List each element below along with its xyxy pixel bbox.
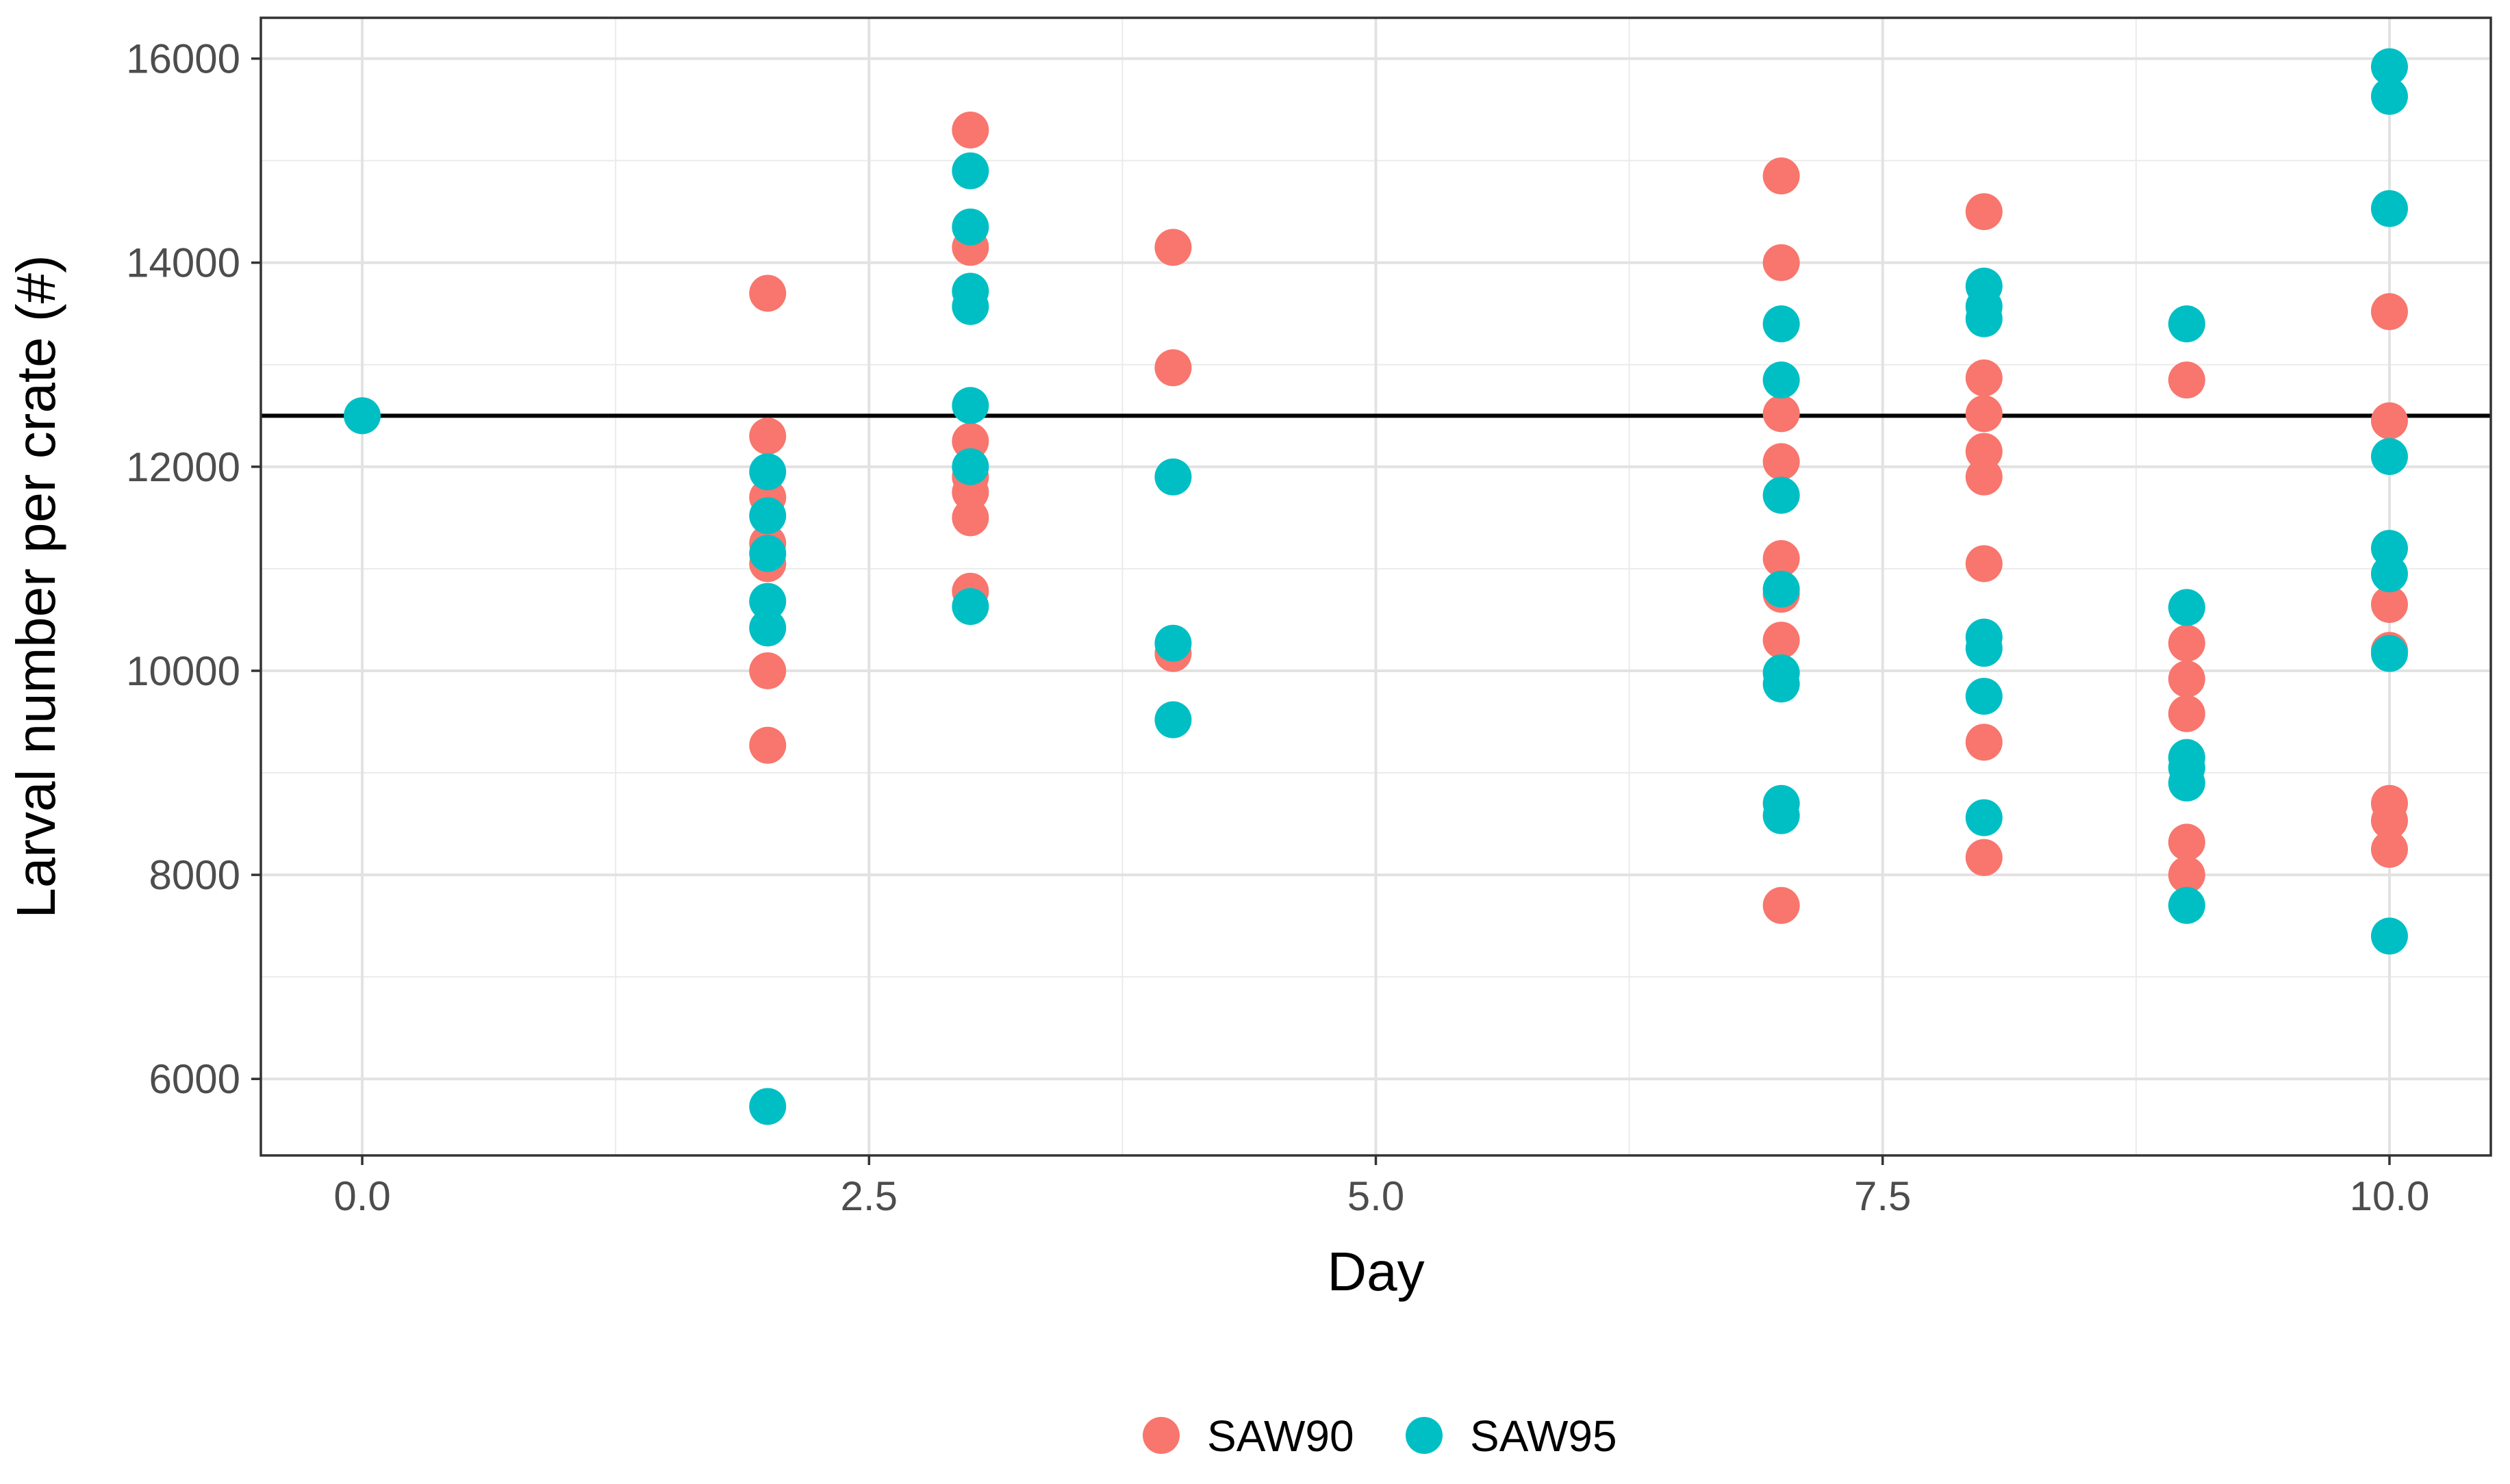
data-point-saw95	[2370, 635, 2408, 672]
data-point-saw90	[2168, 823, 2205, 861]
data-point-saw90	[2168, 624, 2205, 662]
data-point-saw90	[1965, 458, 2003, 496]
data-point-saw90	[952, 422, 989, 460]
legend: SAW90 SAW95	[1143, 1411, 1617, 1461]
data-point-saw90	[749, 418, 787, 455]
data-point-saw95	[1965, 678, 2003, 715]
data-point-saw90	[952, 499, 989, 537]
x-axis: 0.0 2.5 5.0 7.5 10.0	[333, 1155, 2429, 1219]
y-tick-label: 6000	[149, 1056, 240, 1102]
data-point-saw95	[2370, 190, 2408, 227]
data-point-saw90	[952, 111, 989, 149]
data-point-saw90	[952, 474, 989, 511]
data-point-saw95	[2168, 764, 2205, 802]
x-tick-label: 7.5	[1854, 1173, 1911, 1219]
data-point-saw90	[1965, 433, 2003, 470]
data-point-saw95	[2168, 886, 2205, 924]
y-tick-label: 16000	[126, 36, 240, 82]
data-point-saw90	[2370, 293, 2408, 331]
y-axis-title: Larval number per crate (#)	[5, 255, 66, 918]
y-tick-label: 8000	[149, 852, 240, 898]
data-point-saw90	[2370, 802, 2408, 840]
data-point-saw95	[1762, 476, 1800, 514]
legend-label-saw95: SAW95	[1470, 1411, 1617, 1461]
data-point-saw95	[1154, 701, 1192, 739]
data-point-saw90	[749, 652, 787, 689]
data-point-saw95	[952, 448, 989, 485]
data-point-saw95	[1965, 799, 2003, 836]
data-point-saw90	[1965, 545, 2003, 583]
data-point-saw90	[2168, 856, 2205, 894]
y-axis: 6000 8000 10000 12000 14000 16000	[126, 36, 261, 1102]
data-point-saw90	[749, 726, 787, 764]
data-point-saw90	[2370, 586, 2408, 624]
data-point-saw95	[2370, 530, 2408, 567]
data-point-saw95	[1154, 458, 1192, 496]
data-point-saw90	[749, 274, 787, 312]
data-point-saw90	[1762, 622, 1800, 659]
data-point-saw90	[1965, 724, 2003, 761]
data-point-saw90	[1762, 540, 1800, 578]
data-point-saw95	[1762, 361, 1800, 399]
data-point-saw90	[1762, 157, 1800, 195]
data-point-saw90	[1762, 886, 1800, 924]
data-point-saw95	[749, 609, 787, 647]
data-point-saw90	[1762, 443, 1800, 481]
data-point-saw90	[1762, 244, 1800, 281]
data-point-saw90	[1965, 359, 2003, 397]
data-point-saw95	[749, 583, 787, 620]
x-tick-label: 10.0	[2350, 1173, 2430, 1219]
data-point-saw95	[749, 453, 787, 491]
data-point-saw95	[749, 1088, 787, 1125]
x-tick-label: 0.0	[333, 1173, 390, 1219]
data-point-saw95	[1762, 665, 1800, 703]
data-point-saw95	[2168, 589, 2205, 626]
data-point-saw95	[344, 397, 381, 435]
data-point-saw95	[1965, 300, 2003, 337]
data-point-saw95	[1154, 624, 1192, 662]
data-point-saw95	[2370, 917, 2408, 955]
data-point-saw95	[1762, 305, 1800, 343]
data-point-saw90	[2168, 695, 2205, 732]
data-point-saw95	[2370, 437, 2408, 475]
data-point-saw95	[749, 497, 787, 535]
data-point-saw95	[952, 287, 989, 325]
x-tick-label: 5.0	[1347, 1173, 1404, 1219]
data-points	[344, 48, 2408, 1125]
data-point-saw90	[1965, 839, 2003, 876]
legend-key-saw95	[1406, 1417, 1443, 1454]
data-point-saw95	[2370, 77, 2408, 115]
data-point-saw90	[1965, 193, 2003, 231]
y-tick-label: 12000	[126, 444, 240, 490]
data-point-saw95	[952, 152, 989, 190]
data-point-saw90	[2370, 402, 2408, 439]
y-tick-label: 10000	[126, 648, 240, 694]
data-point-saw95	[2168, 305, 2205, 343]
data-point-saw95	[1762, 570, 1800, 608]
data-point-saw90	[1965, 395, 2003, 433]
data-point-saw95	[1762, 797, 1800, 834]
data-point-saw95	[749, 535, 787, 572]
data-point-saw90	[2168, 660, 2205, 698]
data-point-saw95	[952, 588, 989, 626]
data-point-saw90	[2370, 830, 2408, 868]
x-axis-title: Day	[1327, 1241, 1424, 1302]
x-tick-label: 2.5	[841, 1173, 898, 1219]
y-tick-label: 14000	[126, 240, 240, 286]
data-point-saw95	[952, 208, 989, 246]
data-point-saw90	[1762, 395, 1800, 433]
data-point-saw95	[2370, 48, 2408, 86]
data-point-saw90	[2168, 361, 2205, 399]
legend-label-saw90: SAW90	[1207, 1411, 1354, 1461]
major-gridlines	[261, 18, 2491, 1155]
data-point-saw95	[952, 387, 989, 424]
legend-key-saw90	[1143, 1417, 1180, 1454]
data-point-saw90	[1154, 229, 1192, 266]
data-point-saw90	[1154, 349, 1192, 387]
data-point-saw95	[2370, 555, 2408, 593]
data-point-saw95	[1965, 630, 2003, 667]
